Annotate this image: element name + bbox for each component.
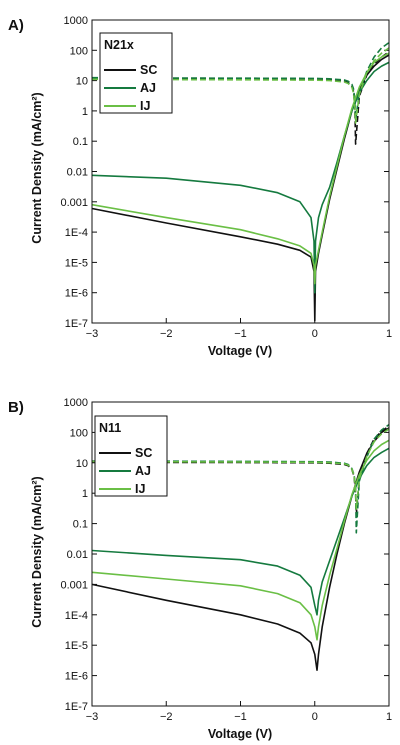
panel-a-y-tick-label: 10: [76, 76, 88, 88]
panel-a-y-tick-label: 1E-4: [65, 227, 88, 239]
panel-a-y-tick-label: 0.1: [73, 136, 88, 148]
panel-b-series-ij-illuminated-line: [91, 428, 390, 510]
panel-a-series-aj-illuminated-line: [91, 41, 390, 121]
panel-a-y-axis-label: Current Density (mA/cm²): [30, 92, 44, 243]
panel-b-legend-label-ij: IJ: [135, 482, 145, 496]
panel-a: A) Current Density (mA/cm²) Voltage (V) …: [8, 15, 392, 358]
panel-a-legend: N21x SC AJ IJ: [99, 32, 173, 114]
panel-a-x-tick-labels: −3 −2 −1 0 1: [86, 328, 392, 340]
panel-a-legend-entries: SC AJ IJ: [104, 63, 157, 113]
panel-a-series-ij-illuminated-line: [91, 47, 390, 124]
panel-a-x-tick-label: −3: [86, 328, 99, 340]
panel-a-legend-title: N21x: [104, 38, 134, 52]
panel-a-y-tick-label: 1: [82, 106, 88, 118]
panel-b-legend-box: [94, 415, 168, 497]
panel-a-legend-label-sc: SC: [140, 63, 157, 77]
panel-b-y-tick-label: 0.01: [67, 549, 88, 561]
panel-a-plot-frame: [91, 19, 390, 324]
panel-b-plot-lines: [91, 423, 390, 672]
panel-b-series-ij-dark-line: [91, 439, 390, 641]
panel-b-label: B): [8, 399, 24, 416]
panel-a-y-tick-label: 0.01: [67, 167, 88, 179]
panel-a-legend-label-ij: IJ: [140, 99, 150, 113]
panel-a-series-aj-dark-line: [91, 61, 390, 294]
panel-a-label: A): [8, 17, 24, 34]
panel-a-y-tick-label: 1000: [64, 15, 88, 27]
panel-b-y-tick-label: 0.1: [73, 519, 88, 531]
panel-a-x-tick-label: 1: [386, 328, 392, 340]
panel-b-y-tick-label: 10: [76, 458, 88, 470]
panel-a-y-tick-label: 1E-5: [65, 257, 88, 269]
panel-b-x-tick-label: −2: [160, 711, 173, 723]
panel-a-x-axis-label: Voltage (V): [208, 344, 272, 358]
panel-b-plot-frame: [91, 401, 390, 707]
panel-a-x-tick-label: −1: [234, 328, 247, 340]
panel-a-y-tick-labels: 1E-7 1E-6 1E-5 1E-4 0.001 0.01 0.1 1 10 100 1000: [60, 15, 88, 330]
panel-b-x-tick-label: 1: [386, 711, 392, 723]
panel-b-x-tick-label: −3: [86, 711, 99, 723]
panel-a-y-tick-label: 1E-6: [65, 288, 88, 300]
panel-b-legend-entries: SC AJ IJ: [99, 446, 152, 496]
panel-b: B) Current Density (mA/cm²) Voltage (V) …: [8, 397, 392, 741]
panel-a-legend-label-aj: AJ: [140, 81, 156, 95]
panel-a-y-tick-label: 100: [70, 45, 88, 57]
panel-b-legend-label-sc: SC: [135, 446, 152, 460]
panel-a-plot-lines: [91, 41, 390, 322]
panel-b-y-tick-label: 1: [82, 488, 88, 500]
panel-b-y-tick-label: 1E-6: [65, 671, 88, 683]
panel-b-y-tick-label: 1E-4: [65, 610, 88, 622]
panel-a-y-tick-label: 0.001: [60, 197, 88, 209]
panel-a-y-tick-label: 1E-7: [65, 318, 88, 330]
panel-b-y-tick-label: 100: [70, 427, 88, 439]
panel-b-legend: N11 SC AJ IJ: [94, 415, 168, 497]
panel-b-y-tick-label: 1000: [64, 397, 88, 409]
panel-a-x-tick-label: −2: [160, 328, 173, 340]
panel-a-legend-box: [99, 32, 173, 114]
panel-b-x-tick-label: 0: [312, 711, 318, 723]
panel-b-y-tick-label: 1E-5: [65, 640, 88, 652]
panel-b-series-aj-dark-line: [91, 447, 390, 616]
panel-b-x-tick-labels: −3 −2 −1 0 1: [86, 711, 392, 723]
panel-b-y-axis-label: Current Density (mA/cm²): [30, 476, 44, 627]
panel-b-y-tick-label: 0.001: [60, 579, 88, 591]
panel-b-legend-title: N11: [99, 421, 121, 435]
panel-b-y-tick-label: 1E-7: [65, 701, 88, 713]
panel-b-x-tick-label: −1: [234, 711, 247, 723]
panel-a-x-tick-label: 0: [312, 328, 318, 340]
panel-b-legend-label-aj: AJ: [135, 464, 151, 478]
panel-b-x-axis-label: Voltage (V): [208, 727, 272, 741]
panel-b-y-tick-labels: 1E-7 1E-6 1E-5 1E-4 0.001 0.01 0.1 1 10 100 1000: [60, 397, 88, 713]
